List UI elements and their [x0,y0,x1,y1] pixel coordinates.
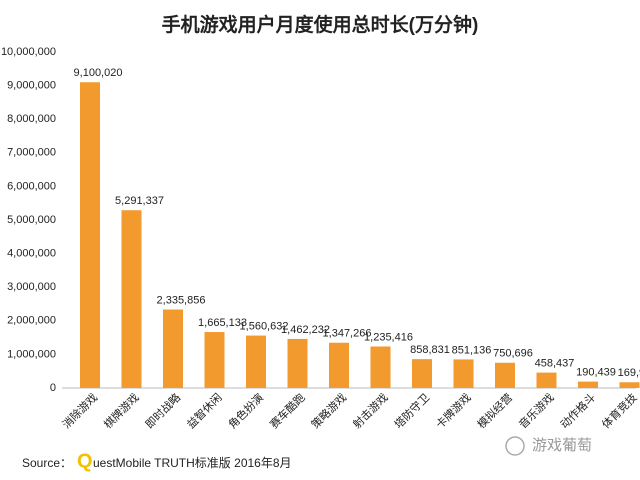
value-label: 190,439 [576,367,616,379]
y-tick-label: 0 [50,382,56,394]
y-tick-label: 3,000,000 [7,281,56,293]
value-label: 858,831 [410,344,450,356]
bar [329,342,349,388]
x-tick-label: 模拟经营 [474,390,515,431]
bar [80,82,100,389]
value-label: 5,291,337 [115,195,164,207]
y-tick-label: 2,000,000 [7,315,56,327]
x-tick-label: 赛车酷跑 [267,390,308,431]
bar [412,359,432,388]
y-tick-label: 9,000,000 [7,80,56,92]
value-label: 9,100,020 [74,67,123,79]
x-tick-label: 角色扮演 [225,390,266,431]
x-tick-label: 动作格斗 [557,390,598,431]
y-tick-label: 5,000,000 [7,214,56,226]
value-label: 1,235,416 [364,331,413,343]
y-tick-label: 4,000,000 [7,248,56,260]
x-tick-label: 即时战略 [142,390,183,431]
value-label: 1,462,232 [281,324,330,336]
value-label: 1,665,133 [198,317,247,329]
watermark-icon [505,436,525,456]
x-tick-label: 卡牌游戏 [433,390,474,431]
value-label: 851,136 [452,344,492,356]
x-tick-label: 射击游戏 [350,390,391,431]
y-tick-label: 6,000,000 [7,180,56,192]
y-tick-label: 8,000,000 [7,113,56,125]
bar [163,309,183,388]
x-tick-label: 策略游戏 [308,390,349,431]
chart-title: 手机游戏用户月度使用总时长(万分钟) [162,13,479,36]
x-tick-label: 音乐游戏 [516,390,557,431]
value-label: 2,335,856 [157,294,206,306]
x-tick-label: 塔防守卫 [391,390,432,431]
value-label: 169,934 [618,367,640,379]
value-label: 1,347,266 [323,328,372,340]
y-tick-label: 1,000,000 [7,348,56,360]
bar [121,210,142,388]
bar [495,362,515,388]
y-tick-label: 10,000,000 [1,46,56,58]
bar [619,382,640,388]
bar [204,332,225,388]
value-label: 750,696 [493,348,533,360]
value-label: 1,560,632 [240,320,289,332]
watermark: 游戏葡萄 [532,437,592,454]
bar [578,381,598,388]
bar [246,335,266,388]
x-tick-label: 消除游戏 [59,390,100,431]
value-label: 458,437 [535,358,575,370]
x-tick-label: 体育竞技 [599,390,640,431]
x-tick-label: 棋牌游戏 [101,390,142,431]
source-rest: uestMobile TRUTH标准版 2016年8月 [93,456,292,470]
source-prefix: Source： [22,456,72,470]
source-brand-initial: Q [77,450,93,472]
bar [370,346,391,388]
bar [287,338,308,388]
x-tick-label: 益智休闲 [184,390,225,431]
y-tick-label: 7,000,000 [7,147,56,159]
bar [536,372,557,388]
bar [453,359,474,388]
